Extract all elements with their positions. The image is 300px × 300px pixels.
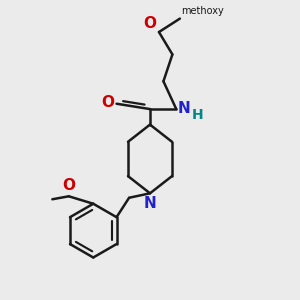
Text: methoxy: methoxy bbox=[182, 6, 224, 16]
Text: O: O bbox=[62, 178, 75, 193]
Text: N: N bbox=[178, 101, 190, 116]
Text: O: O bbox=[101, 95, 114, 110]
Text: O: O bbox=[144, 16, 157, 31]
Text: N: N bbox=[144, 196, 156, 211]
Text: H: H bbox=[192, 108, 203, 122]
